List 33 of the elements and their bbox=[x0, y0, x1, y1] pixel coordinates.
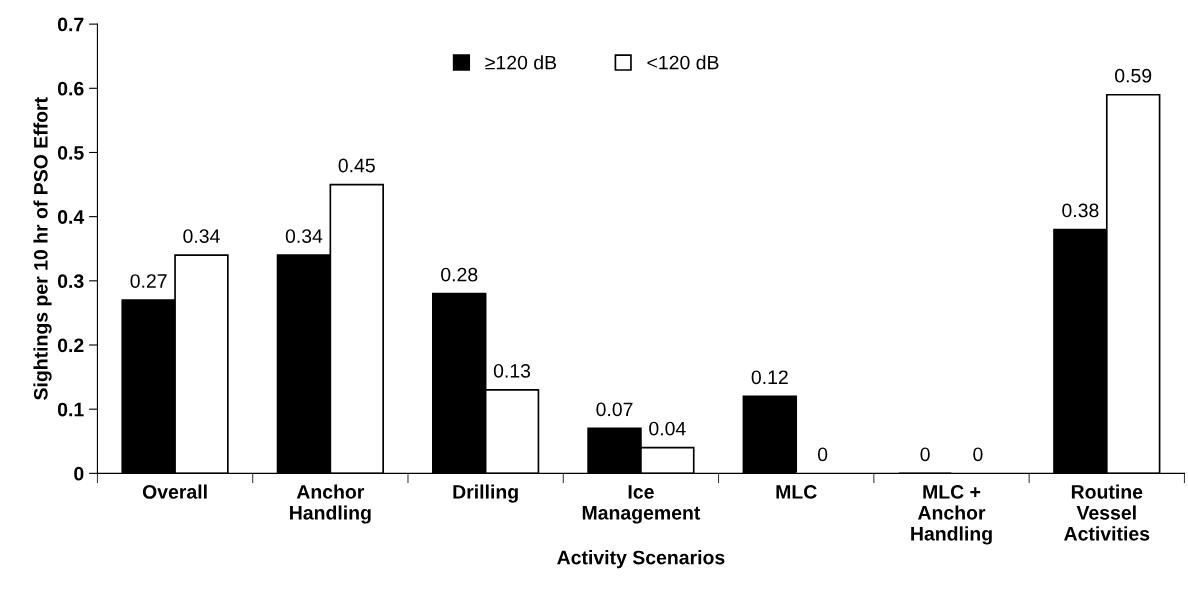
x-tick-label: Routine Vessel Activities bbox=[1064, 484, 1150, 541]
data-label: 0 bbox=[973, 447, 983, 462]
x-axis-title: Activity Scenarios bbox=[557, 550, 725, 569]
data-label: 0 bbox=[920, 447, 930, 462]
y-tick-label: 0.1 bbox=[57, 402, 84, 417]
data-label: 0.07 bbox=[596, 402, 633, 417]
y-tick-label: 0.5 bbox=[57, 145, 84, 160]
data-label: 0.28 bbox=[441, 267, 478, 282]
data-label: 0.34 bbox=[285, 229, 323, 243]
x-tick-label: Anchor Handling bbox=[290, 484, 371, 524]
x-tick-label: Ice Management bbox=[582, 485, 701, 524]
x-tick-label: Overall bbox=[142, 484, 207, 499]
y-tick-label: 0.6 bbox=[57, 81, 84, 96]
y-tick-label: 0.2 bbox=[57, 338, 84, 353]
x-tick-label: MLC + Anchor Handling bbox=[911, 484, 992, 545]
y-tick-label: 0.7 bbox=[57, 17, 84, 32]
x-tick-label: Drilling bbox=[453, 484, 518, 503]
y-axis-title: Sightings per 10 hr of PSO Effort bbox=[33, 97, 52, 400]
data-label: 0.13 bbox=[493, 363, 531, 378]
y-tick-label: 0.4 bbox=[57, 210, 85, 224]
data-label: 0.59 bbox=[1115, 68, 1152, 83]
data-label: 0.27 bbox=[130, 274, 167, 288]
legend-label: ≥120 dB bbox=[485, 55, 557, 70]
y-tick-label: 0.3 bbox=[57, 274, 84, 289]
data-label: 0.12 bbox=[751, 370, 788, 385]
y-tick-label: 0 bbox=[74, 466, 84, 481]
data-label: 0 bbox=[817, 447, 828, 462]
data-label: 0.38 bbox=[1062, 203, 1099, 218]
data-label: 0.45 bbox=[338, 158, 375, 173]
legend-label: <120 dB bbox=[647, 55, 719, 70]
data-label: 0.34 bbox=[183, 229, 220, 243]
x-tick-label: MLC bbox=[776, 484, 817, 499]
data-label: 0.04 bbox=[649, 421, 686, 436]
